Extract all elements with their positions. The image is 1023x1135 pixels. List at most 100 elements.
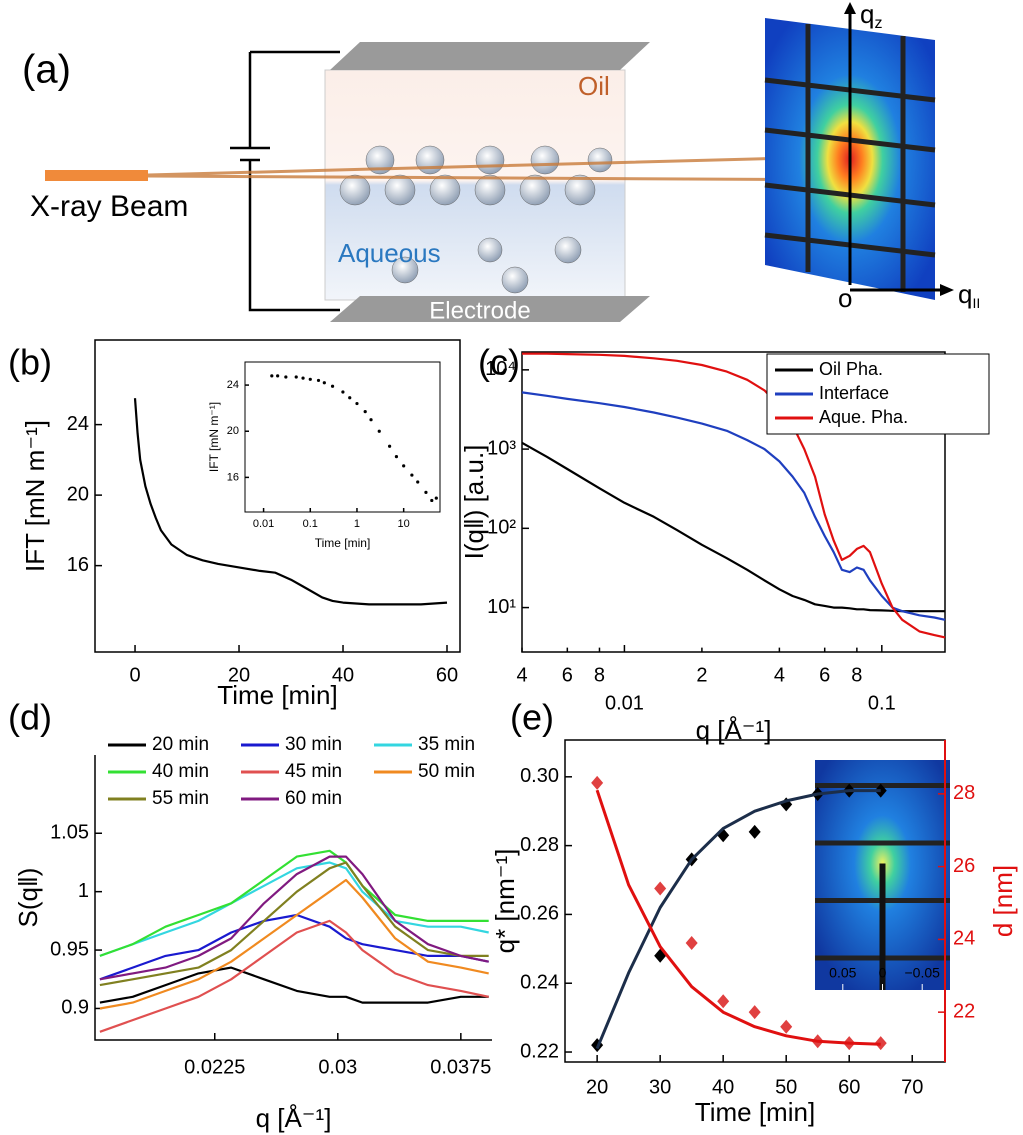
series-line <box>522 352 946 639</box>
legend-label: 50 min <box>418 761 475 782</box>
point <box>416 480 420 484</box>
inset-tick-label: −0.05 <box>904 965 940 981</box>
point <box>685 936 698 951</box>
panel-label: (e) <box>510 697 554 738</box>
legend-label: 45 min <box>285 761 342 782</box>
x-axis-label: Time [min] <box>217 680 337 710</box>
x-tick-label: 0.01 <box>253 518 274 530</box>
x-tick-label: 0.1 <box>868 692 896 714</box>
chart: 0.05 0 −0.05 20 30 40 50 60 70 0.22 0.24 0.26 0.28 0.… <box>490 697 1018 1127</box>
y-tick-label: 20 <box>67 483 89 505</box>
y2-tick-label: 24 <box>953 928 975 950</box>
point <box>780 1019 793 1034</box>
y-tick-label: 16 <box>227 471 239 483</box>
panel-label: (c) <box>478 342 520 383</box>
legend-label: 55 min <box>152 788 209 809</box>
inset-grid <box>815 783 950 788</box>
series-line <box>99 855 489 981</box>
y-tick-label: 24 <box>67 413 89 435</box>
y-tick-label: 0.30 <box>520 765 559 787</box>
x-tick-label: 10 <box>398 518 410 530</box>
chart: 0.0225 0.03 0.0375 0.9 0.95 1 1.05 q [Å⁻¹] S(q‖)… <box>8 697 492 1133</box>
series-line <box>133 398 448 606</box>
x-tick-label: 6 <box>562 664 573 686</box>
x-tick-label: 0.0375 <box>430 1056 491 1078</box>
x-tick-label: 4 <box>774 664 785 686</box>
panel-label: (d) <box>8 697 52 738</box>
y-tick-label: 20 <box>227 425 239 437</box>
aqueous-label: Aqueous <box>338 238 441 268</box>
x-tick-label: 0.03 <box>318 1056 357 1078</box>
legend-label: 20 min <box>152 734 209 755</box>
x-tick-label: 6 <box>819 664 830 686</box>
x-tick-label: 2 <box>696 664 707 686</box>
point <box>717 994 730 1009</box>
point <box>394 455 399 459</box>
y2-tick-label: 22 <box>953 1000 975 1022</box>
x-tick-label: 4 <box>516 664 527 686</box>
panel-label: (b) <box>8 342 52 383</box>
y-tick-label: 1 <box>78 880 89 902</box>
beam-label: X-ray Beam <box>30 190 188 223</box>
y-tick-label: 0.26 <box>520 903 559 925</box>
legend-label: Aque. Pha. <box>819 407 908 427</box>
y-tick-label: 10¹ <box>487 596 516 618</box>
y2-tick-label: 28 <box>953 782 975 804</box>
y-axis-label: q* [nm⁻¹] <box>490 849 520 954</box>
x-tick-label: 1 <box>354 518 360 530</box>
y2-axis-label: d [nm] <box>988 865 1018 937</box>
series-line <box>99 861 489 987</box>
series-line <box>521 441 945 613</box>
point <box>308 377 312 381</box>
beam <box>147 156 871 182</box>
series-line <box>595 789 881 1050</box>
electrode-bottom <box>330 296 650 322</box>
y-tick-label: 0.9 <box>61 997 89 1019</box>
plot-frame <box>244 361 441 513</box>
point <box>322 381 326 385</box>
chart: 0 20 40 60 16 20 24 Time [min] IFT [mN m⁻¹] (b) <box>8 339 461 710</box>
x-tick-label: 0.1 <box>303 518 318 530</box>
legend-label: 60 min <box>285 788 342 809</box>
x-tick-label: 50 <box>775 1076 797 1098</box>
chart: 0.01 0.1 1 10 16 20 24 Time [min] IFT [mN m⁻¹] <box>207 361 441 550</box>
point <box>363 410 367 414</box>
x-tick-label: 8 <box>594 664 605 686</box>
electrode-top <box>330 42 650 70</box>
axis-line <box>94 755 492 1041</box>
x-axis-label: q [Å⁻¹] <box>256 1103 332 1133</box>
x-tick-label: 20 <box>228 664 250 686</box>
y2-tick-label: 26 <box>953 855 975 877</box>
x-tick-label: 30 <box>649 1076 671 1098</box>
legend-label: 35 min <box>418 734 475 755</box>
oil-label: Oil <box>578 71 610 101</box>
inset-grid <box>815 840 950 846</box>
x-tick-label: 60 <box>838 1076 860 1098</box>
panel-a: (a) X-ray Beam Electrode Electrode Oil A… <box>22 0 980 324</box>
legend-label: Oil Pha. <box>819 359 883 379</box>
origin-label: o <box>838 283 852 313</box>
point <box>330 384 335 388</box>
y-tick-label: 24 <box>227 379 239 391</box>
series-line <box>99 966 489 1004</box>
sub: z <box>874 15 882 32</box>
point <box>748 824 761 839</box>
series-line <box>521 391 946 621</box>
x-tick-label: 40 <box>332 664 354 686</box>
sub: II <box>972 295 980 311</box>
plot-frame <box>94 339 461 653</box>
point <box>348 396 352 400</box>
point <box>410 473 414 477</box>
q-axes <box>848 10 945 292</box>
y-tick-label: 1.05 <box>50 822 89 844</box>
x-tick-label: 20 <box>586 1076 608 1098</box>
y-tick-label: 0.28 <box>520 834 559 856</box>
series-line <box>99 878 489 1010</box>
point <box>355 401 359 406</box>
circuit <box>230 50 340 312</box>
q: q <box>958 279 972 309</box>
x-tick-label: 0 <box>129 664 140 686</box>
series-line <box>99 913 489 981</box>
